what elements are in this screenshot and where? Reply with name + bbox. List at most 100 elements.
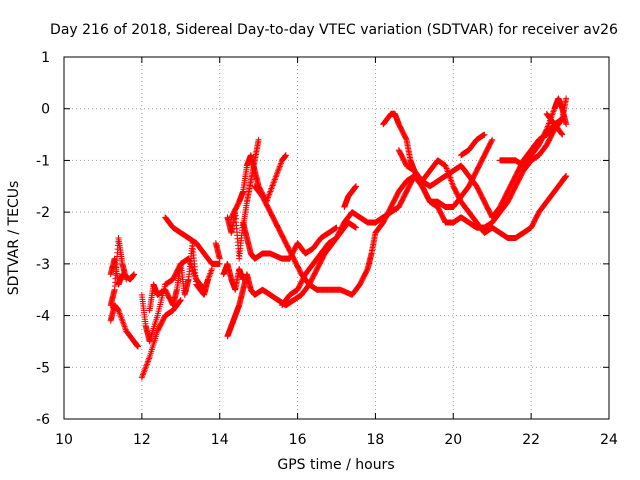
data-point — [117, 313, 124, 320]
data-point — [544, 123, 551, 130]
data-point — [274, 169, 281, 176]
series-sat-p — [341, 183, 359, 210]
data-point — [216, 260, 223, 267]
data-point — [141, 368, 148, 375]
data-point — [449, 181, 456, 188]
data-point — [559, 131, 566, 138]
data-point — [266, 189, 273, 196]
data-point — [333, 224, 340, 231]
data-point — [447, 175, 454, 182]
data-point — [543, 127, 550, 134]
data-point — [489, 136, 496, 143]
y-tick-label: -6 — [36, 412, 50, 428]
data-point — [265, 192, 272, 199]
data-point — [138, 374, 145, 381]
data-point — [121, 322, 128, 329]
series-sat-k — [220, 260, 247, 293]
data-point — [443, 164, 450, 171]
y-axis-label: SDTVAR / TECUs — [6, 181, 22, 296]
data-point — [275, 167, 282, 174]
data-point — [177, 297, 184, 304]
series-sat-o — [279, 136, 496, 309]
x-tick-label: 10 — [55, 432, 73, 448]
data-point — [115, 307, 122, 314]
data-point — [543, 126, 550, 133]
data-point — [118, 316, 125, 323]
data-point — [271, 178, 278, 185]
grid — [64, 57, 609, 419]
data-point — [271, 176, 278, 183]
x-tick-label: 12 — [133, 432, 151, 448]
data-point — [481, 131, 488, 138]
data-point — [442, 162, 449, 169]
data-point — [544, 124, 551, 131]
data-point — [270, 181, 277, 188]
data-point — [443, 165, 450, 172]
plot-frame — [63, 56, 610, 420]
data-marks — [107, 95, 570, 381]
data-point — [143, 361, 150, 368]
x-tick-label: 16 — [289, 432, 307, 448]
data-point — [268, 185, 275, 192]
data-point — [177, 297, 184, 304]
x-axis-label: GPS time / hours — [277, 457, 394, 473]
y-tick-label: 1 — [41, 50, 50, 66]
x-tick-label: 24 — [600, 432, 618, 448]
series-sat-g — [162, 214, 223, 267]
data-point — [206, 271, 213, 278]
data-point — [207, 268, 214, 275]
data-point — [131, 271, 138, 278]
y-tick-label: -3 — [36, 257, 50, 273]
data-point — [141, 367, 148, 374]
data-point — [272, 173, 279, 180]
x-tick-label: 22 — [522, 432, 540, 448]
data-point — [139, 373, 146, 380]
data-point — [277, 161, 284, 168]
data-point — [265, 194, 272, 201]
data-point — [118, 314, 125, 321]
data-point — [549, 110, 556, 117]
data-point — [116, 308, 123, 315]
data-point — [206, 273, 213, 280]
y-tick-labels: -6 -5 -4 -3 -2 -1 0 1 — [36, 50, 50, 428]
series-sat-m — [228, 152, 289, 221]
data-point — [550, 108, 557, 115]
data-point — [545, 121, 552, 128]
data-point — [143, 362, 150, 369]
data-point — [117, 311, 124, 318]
data-point — [549, 111, 556, 118]
data-point — [270, 179, 277, 186]
x-tick-label: 14 — [211, 432, 229, 448]
data-point — [205, 274, 212, 281]
data-point — [563, 95, 570, 102]
data-point — [205, 276, 212, 283]
y-tick-label: -4 — [36, 309, 50, 325]
data-point — [216, 255, 223, 262]
data-point — [142, 364, 149, 371]
data-point — [545, 120, 552, 127]
data-point — [563, 172, 570, 179]
data-point — [267, 188, 274, 195]
x-tick-labels: 10 12 14 16 18 20 22 24 — [55, 432, 618, 448]
chart-title: Day 216 of 2018, Sidereal Day-to-day VTE… — [50, 22, 618, 38]
y-tick-label: -5 — [36, 360, 50, 376]
data-point — [558, 130, 565, 137]
data-point — [120, 320, 127, 327]
data-point — [144, 359, 151, 366]
data-point — [142, 365, 149, 372]
axis-ticks — [63, 56, 610, 420]
data-point — [144, 358, 151, 365]
data-point — [352, 183, 359, 190]
data-point — [558, 130, 565, 137]
data-point — [134, 343, 141, 350]
series-sat-h — [212, 240, 223, 262]
data-point — [267, 186, 274, 193]
series-sat-c — [107, 235, 130, 309]
data-point — [448, 178, 455, 185]
data-point — [282, 152, 289, 159]
data-point — [240, 276, 247, 283]
y-tick-label: 0 — [41, 102, 50, 118]
data-point — [119, 317, 126, 324]
data-point — [208, 267, 215, 274]
